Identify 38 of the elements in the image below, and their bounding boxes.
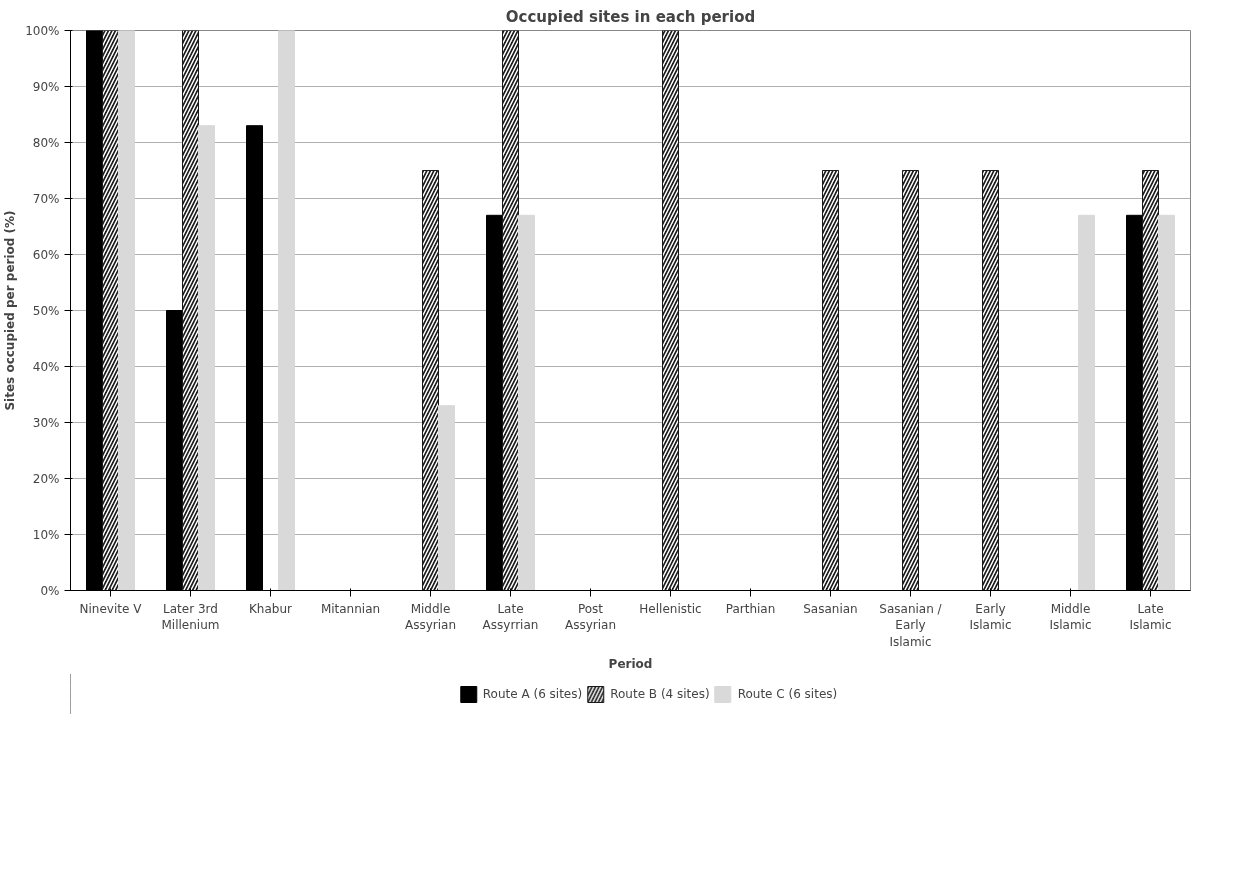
bar [1158,214,1175,591]
x-tick-label: Late Islamic [1129,601,1172,633]
x-tick-label: Late Assyrrian [482,601,539,633]
y-tick-label: 70% [32,191,60,206]
bar [438,405,455,591]
x-tick-label: Khabur [249,601,293,616]
x-axis-title: Period [608,657,653,672]
x-tick-label: Mitannian [320,601,381,616]
x-tick-label: Hellenistic [639,601,702,616]
y-tick-label: 30% [32,415,60,430]
x-tick-label: Later 3rd Millenium [161,601,220,633]
y-tick-label: 60% [32,247,60,262]
x-tick-label: Middle Islamic [1049,601,1092,633]
legend-label: Route C (6 sites) [737,687,838,701]
x-tick-label: Sasanian / Early Islamic [879,601,943,650]
legend-label: Route A (6 sites) [482,687,583,701]
y-tick-label: 90% [32,79,60,94]
y-tick-label: 20% [32,471,60,486]
bar [278,30,295,591]
bar [118,30,135,591]
x-tick-label: Early Islamic [969,601,1012,633]
bar [198,125,215,591]
x-tick-label: Sasanian [803,601,858,616]
bar [1078,214,1095,591]
x-tick-label: Middle Assyrian [404,601,457,633]
y-tick-label: 10% [32,527,60,542]
y-tick-label: 40% [32,359,60,374]
chart-title: Occupied sites in each period [505,7,756,26]
y-tick-label: 80% [32,135,60,150]
bar [518,214,535,591]
legend-label: Route B (4 sites) [610,687,710,701]
x-tick-label: Ninevite V [79,601,143,616]
x-tick-label: Parthian [725,601,776,616]
y-tick-label: 50% [32,303,60,318]
x-tick-label: Post Assyrian [564,601,617,633]
y-tick-label: 100% [25,23,60,38]
y-axis-title: Sites occupied per period (%) [3,210,18,411]
y-tick-label: 0% [40,583,60,598]
